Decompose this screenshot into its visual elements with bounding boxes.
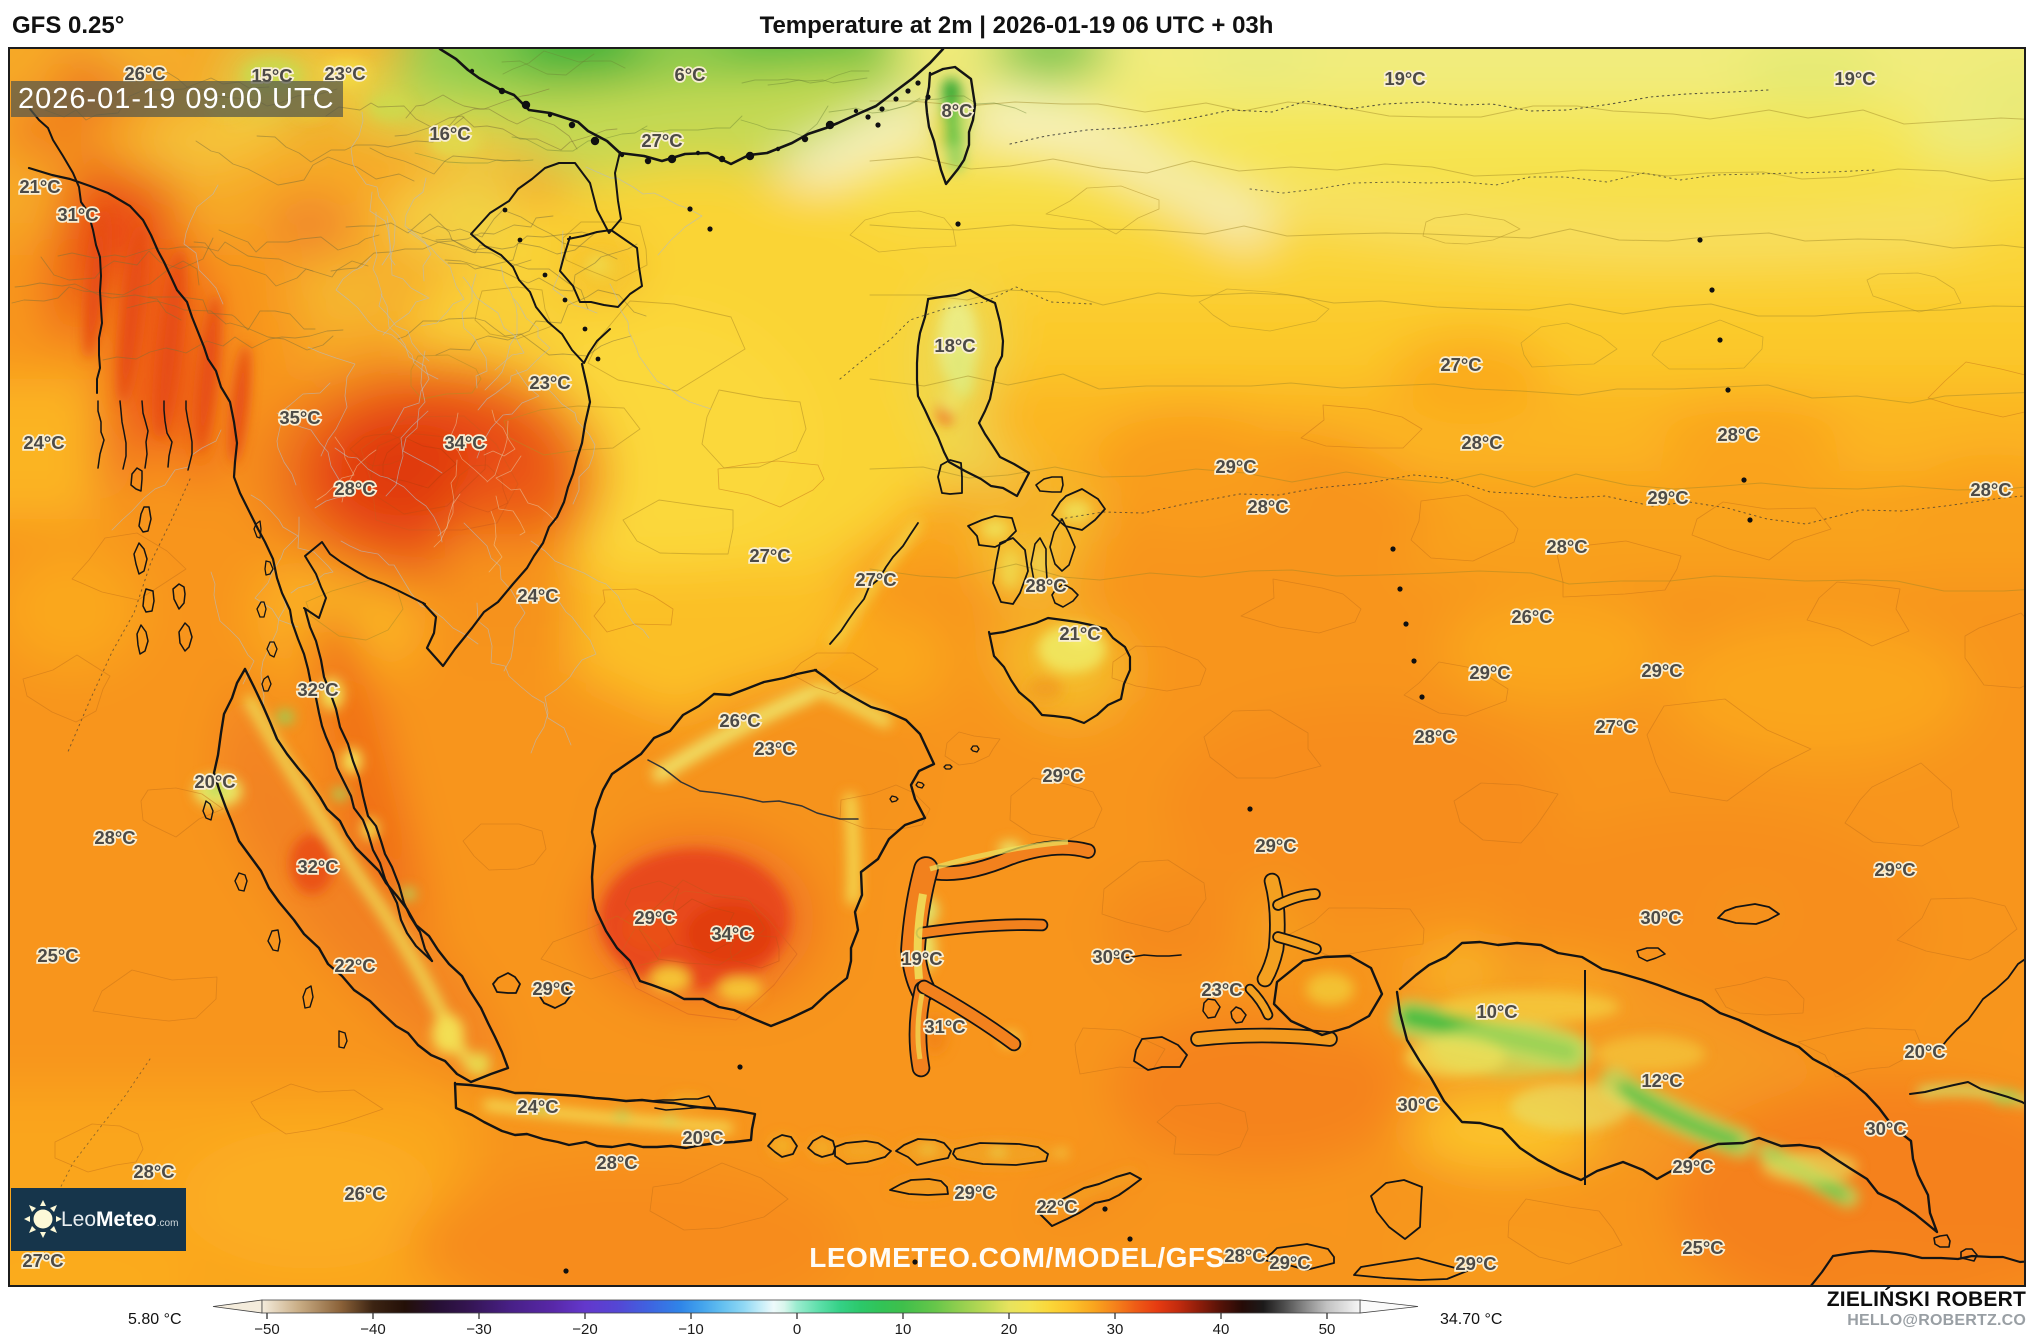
- svg-text:27°C: 27°C: [749, 545, 790, 566]
- svg-text:30: 30: [1107, 1321, 1124, 1338]
- svg-text:21°C: 21°C: [19, 176, 60, 197]
- svg-text:27°C: 27°C: [1440, 354, 1481, 375]
- svg-text:20: 20: [1001, 1321, 1018, 1338]
- svg-text:28°C: 28°C: [1461, 432, 1502, 453]
- svg-text:29°C: 29°C: [1641, 660, 1682, 681]
- svg-text:28°C: 28°C: [1970, 479, 2011, 500]
- svg-text:20°C: 20°C: [1904, 1041, 1945, 1062]
- svg-text:27°C: 27°C: [641, 130, 682, 151]
- svg-text:28°C: 28°C: [1546, 536, 1587, 557]
- svg-text:29°C: 29°C: [634, 907, 675, 928]
- svg-text:34°C: 34°C: [711, 923, 752, 944]
- svg-text:27°C: 27°C: [855, 569, 896, 590]
- svg-text:29°C: 29°C: [1269, 1252, 1310, 1273]
- svg-text:28°C: 28°C: [1247, 496, 1288, 517]
- svg-text:50: 50: [1319, 1321, 1336, 1338]
- svg-text:29°C: 29°C: [532, 978, 573, 999]
- svg-text:29°C: 29°C: [1042, 765, 1083, 786]
- svg-text:20°C: 20°C: [682, 1127, 723, 1148]
- svg-text:19°C: 19°C: [1834, 68, 1875, 89]
- svg-text:28°C: 28°C: [133, 1161, 174, 1182]
- svg-text:30°C: 30°C: [1092, 946, 1133, 967]
- svg-text:29°C: 29°C: [954, 1182, 995, 1203]
- svg-text:0: 0: [793, 1321, 801, 1338]
- svg-text:29°C: 29°C: [1215, 456, 1256, 477]
- svg-text:19°C: 19°C: [901, 948, 942, 969]
- svg-text:12°C: 12°C: [1641, 1070, 1682, 1091]
- svg-text:−40: −40: [360, 1321, 385, 1338]
- svg-text:21°C: 21°C: [1059, 623, 1100, 644]
- svg-text:22°C: 22°C: [1036, 1196, 1077, 1217]
- svg-text:19°C: 19°C: [1384, 68, 1425, 89]
- svg-text:26°C: 26°C: [1511, 606, 1552, 627]
- svg-text:6°C: 6°C: [674, 64, 705, 85]
- svg-text:24°C: 24°C: [23, 432, 64, 453]
- svg-text:28°C: 28°C: [334, 478, 375, 499]
- svg-text:24°C: 24°C: [517, 585, 558, 606]
- svg-text:16°C: 16°C: [429, 123, 470, 144]
- svg-text:31°C: 31°C: [57, 204, 98, 225]
- svg-text:18°C: 18°C: [934, 335, 975, 356]
- svg-text:30°C: 30°C: [1397, 1094, 1438, 1115]
- svg-text:10: 10: [895, 1321, 912, 1338]
- svg-text:30°C: 30°C: [1865, 1118, 1906, 1139]
- svg-text:28°C: 28°C: [1224, 1245, 1265, 1266]
- svg-text:40: 40: [1213, 1321, 1230, 1338]
- svg-text:−50: −50: [254, 1321, 279, 1338]
- svg-text:23°C: 23°C: [529, 372, 570, 393]
- svg-text:28°C: 28°C: [1717, 424, 1758, 445]
- svg-text:25°C: 25°C: [37, 945, 78, 966]
- svg-text:22°C: 22°C: [334, 955, 375, 976]
- svg-text:−10: −10: [678, 1321, 703, 1338]
- svg-text:28°C: 28°C: [1414, 726, 1455, 747]
- svg-text:10°C: 10°C: [1476, 1001, 1517, 1022]
- svg-text:−20: −20: [572, 1321, 597, 1338]
- svg-text:25°C: 25°C: [1682, 1237, 1723, 1258]
- svg-text:28°C: 28°C: [596, 1152, 637, 1173]
- svg-text:29°C: 29°C: [1672, 1156, 1713, 1177]
- svg-text:27°C: 27°C: [1595, 716, 1636, 737]
- svg-text:28°C: 28°C: [1025, 575, 1066, 596]
- svg-text:−30: −30: [466, 1321, 491, 1338]
- svg-text:29°C: 29°C: [1874, 859, 1915, 880]
- svg-text:24°C: 24°C: [517, 1096, 558, 1117]
- svg-text:27°C: 27°C: [22, 1250, 63, 1271]
- svg-text:29°C: 29°C: [1647, 487, 1688, 508]
- svg-text:31°C: 31°C: [924, 1016, 965, 1037]
- svg-text:LeoMeteo.com: LeoMeteo.com: [61, 1208, 178, 1231]
- svg-text:28°C: 28°C: [94, 827, 135, 848]
- svg-text:32°C: 32°C: [297, 856, 338, 877]
- svg-text:29°C: 29°C: [1469, 662, 1510, 683]
- svg-text:29°C: 29°C: [1455, 1253, 1496, 1274]
- svg-text:23°C: 23°C: [324, 63, 365, 84]
- svg-text:8°C: 8°C: [941, 100, 972, 121]
- svg-text:20°C: 20°C: [194, 771, 235, 792]
- svg-text:23°C: 23°C: [754, 738, 795, 759]
- svg-text:26°C: 26°C: [344, 1183, 385, 1204]
- svg-text:26°C: 26°C: [719, 710, 760, 731]
- svg-text:32°C: 32°C: [297, 679, 338, 700]
- svg-text:35°C: 35°C: [279, 407, 320, 428]
- svg-text:29°C: 29°C: [1255, 835, 1296, 856]
- svg-text:23°C: 23°C: [1201, 979, 1242, 1000]
- svg-text:30°C: 30°C: [1640, 907, 1681, 928]
- svg-text:34°C: 34°C: [444, 432, 485, 453]
